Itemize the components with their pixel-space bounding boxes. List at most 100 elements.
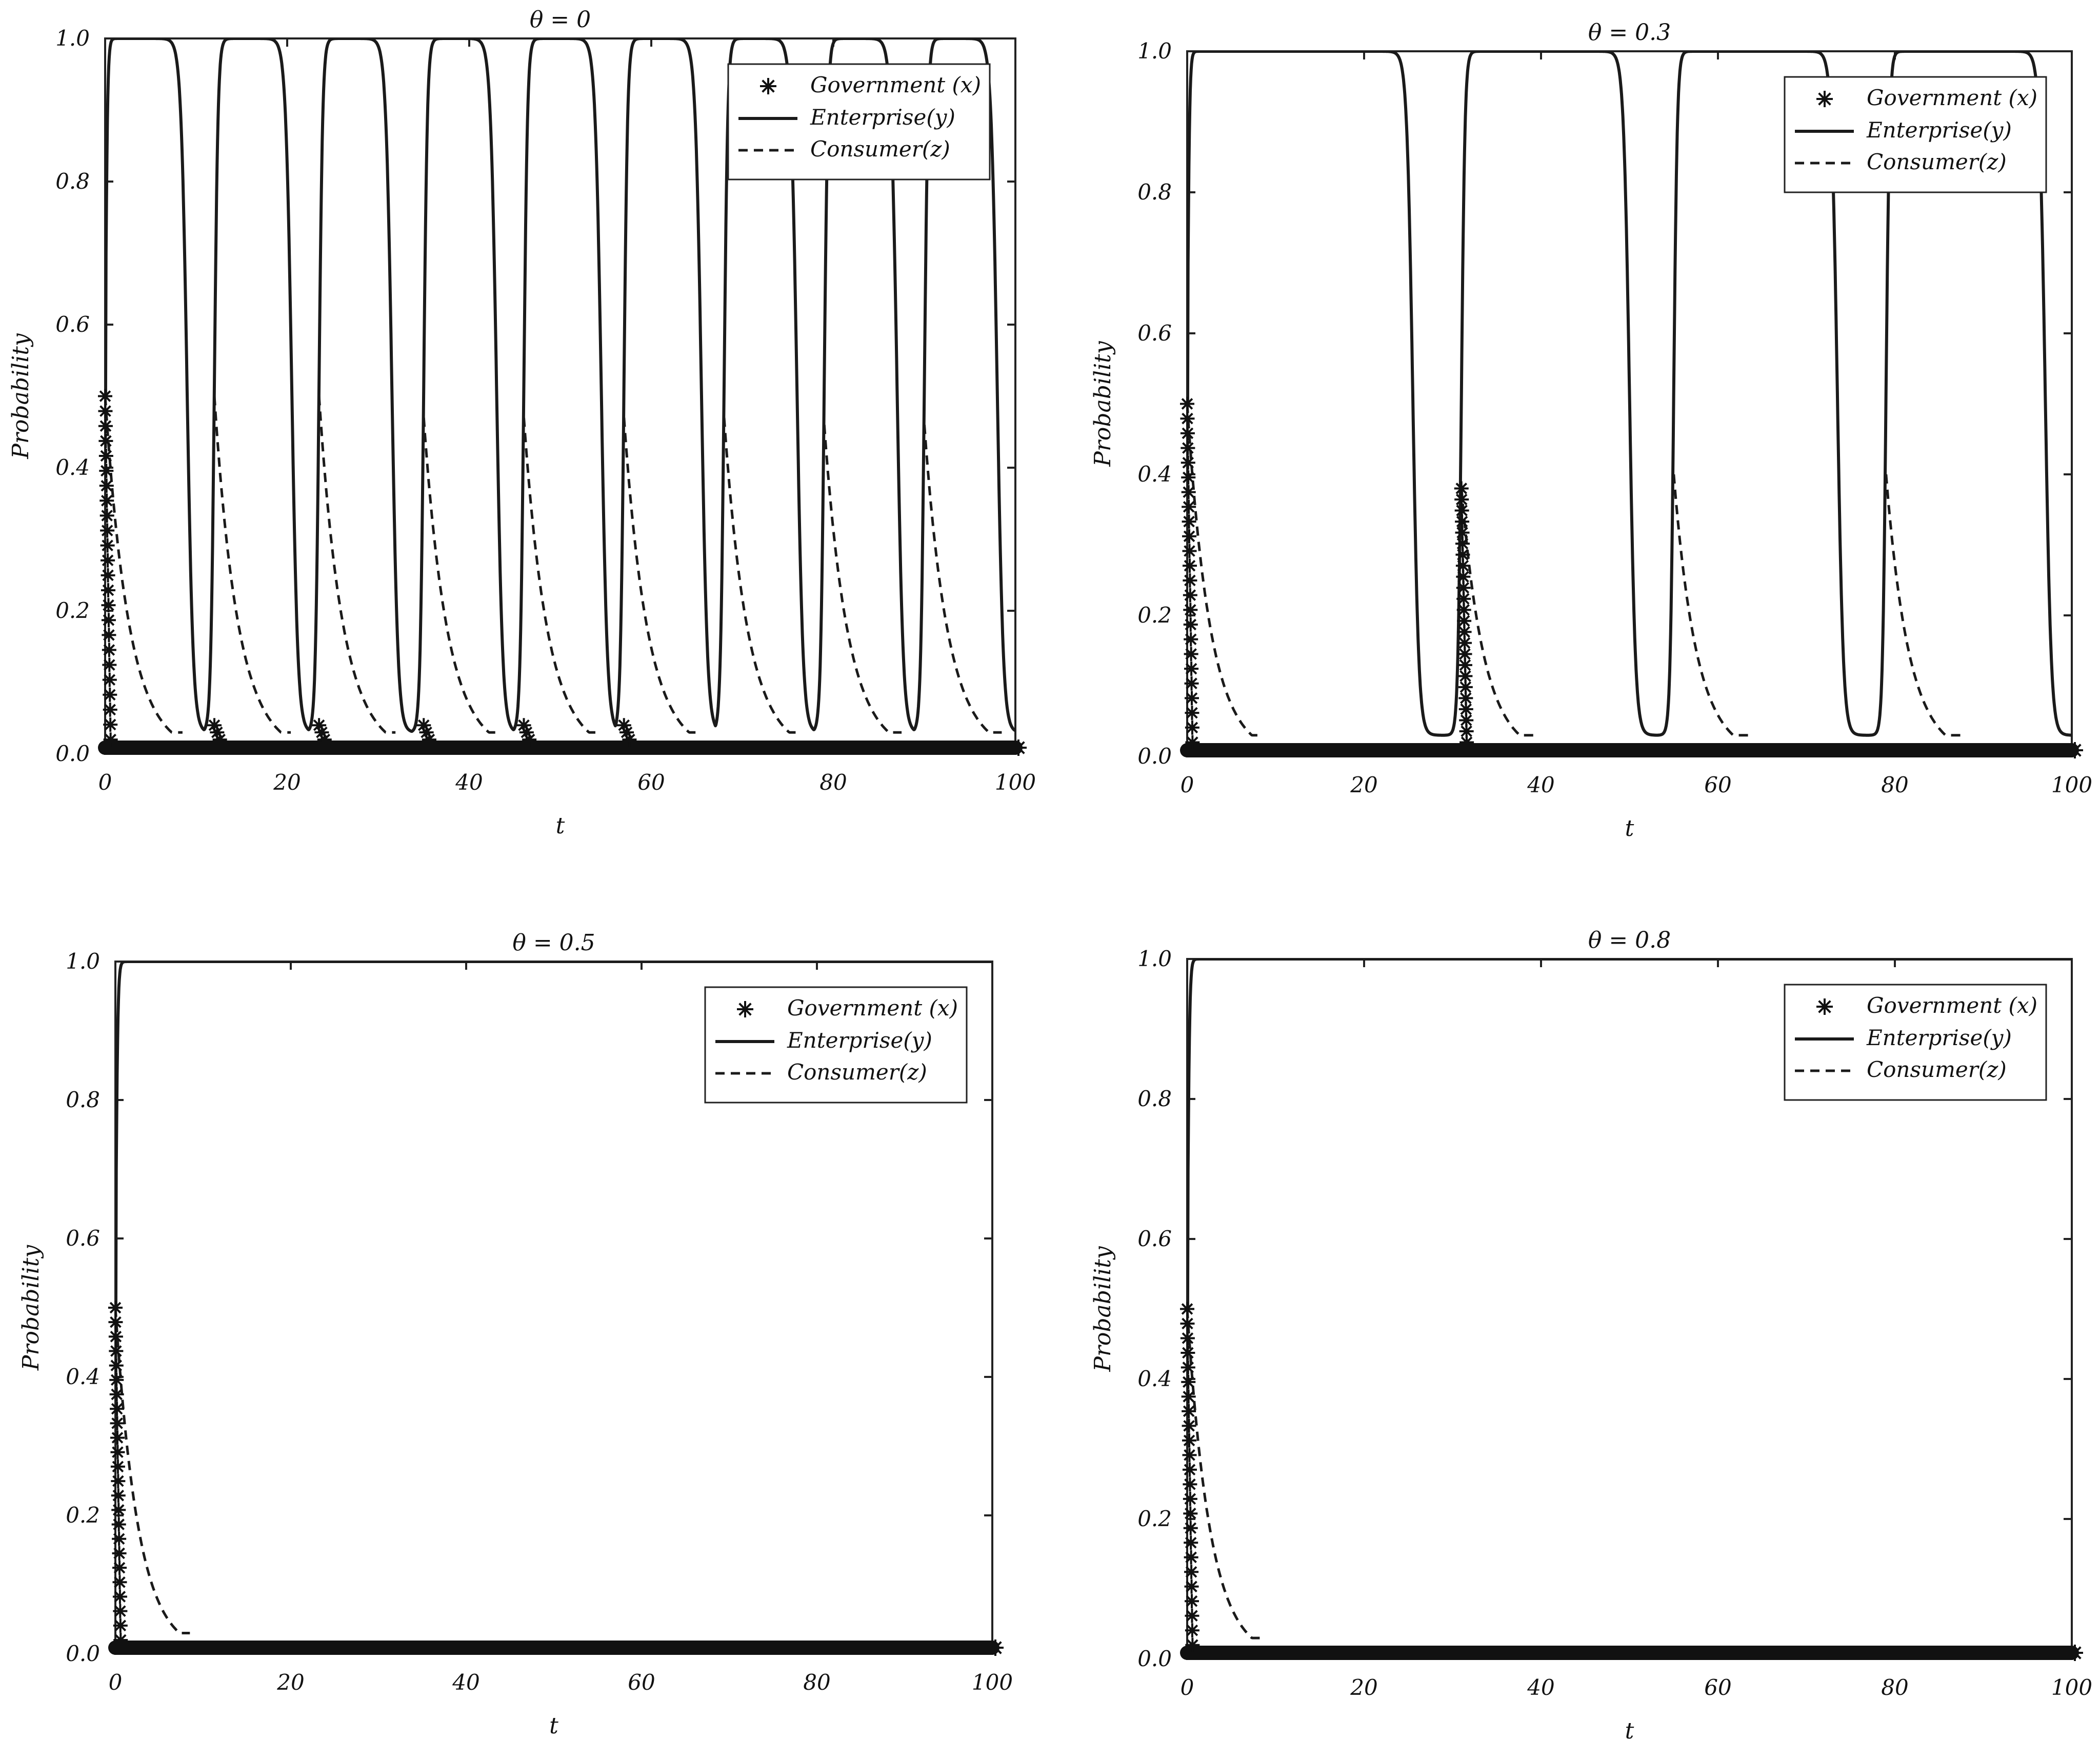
consumer-series-line (1672, 474, 1748, 737)
government-marker (212, 732, 227, 747)
consumer-series-line (1460, 488, 1536, 737)
government-marker (101, 568, 115, 583)
government-marker (108, 1315, 123, 1330)
government-marker (516, 718, 531, 733)
consumer-series-line (105, 396, 183, 734)
legend: Government (x) Enterprise(y) Consumer(z) (1784, 76, 2047, 193)
government-marker (2067, 1645, 2083, 1661)
government-marker (1183, 588, 1197, 603)
legend-enterprise-label: Enterprise(y) (787, 1028, 932, 1053)
panel-title: θ = 0.3 (1588, 19, 1671, 46)
government-marker (1456, 581, 1471, 595)
government-marker (419, 725, 434, 740)
plot-area (1187, 51, 2072, 737)
government-marker (99, 478, 114, 493)
government-marker (108, 1301, 123, 1315)
government-marker (1181, 485, 1196, 499)
y-axis-label: Probability (8, 333, 34, 459)
government-marker (1184, 647, 1198, 662)
y-axis-label: Probability (18, 1245, 44, 1371)
government-marker (1459, 735, 1474, 750)
legend-consumer-label: Consumer(z) (787, 1059, 927, 1085)
y-tick-label: 0.8 (1137, 1086, 1172, 1111)
y-tick-label: 0.6 (55, 312, 90, 337)
government-marker (101, 583, 116, 597)
government-marker (416, 718, 431, 733)
government-marker (1182, 1462, 1197, 1477)
government-marker (1183, 1477, 1197, 1492)
government-marker (1459, 713, 1474, 728)
panel-title: θ = 0.5 (512, 930, 595, 956)
government-marker (207, 718, 222, 733)
y-tick-label: 0.2 (55, 598, 90, 623)
legend-government-marker (760, 78, 776, 94)
y-axis-label: Probability (1090, 341, 1116, 467)
government-marker (112, 1589, 127, 1604)
legend-consumer-label: Consumer(z) (1867, 1057, 2007, 1082)
y-tick-label: 1.0 (55, 26, 90, 51)
government-marker (1182, 1418, 1196, 1433)
government-marker (103, 702, 117, 717)
legend: Government (x) Enterprise(y) Consumer(z) (1784, 984, 2047, 1101)
x-axis-label: t (549, 1713, 558, 1739)
plot-area (115, 962, 992, 1634)
government-marker (99, 464, 114, 478)
x-tick-label: 100 (2051, 772, 2092, 797)
panel-title: θ = 0.8 (1588, 927, 1671, 953)
x-tick-label: 60 (1704, 1675, 1731, 1700)
government-marker (1458, 691, 1473, 706)
government-marker (1185, 706, 1199, 721)
government-marker (1181, 441, 1195, 455)
consumer-series-line (115, 1307, 190, 1634)
government-marker (1181, 1389, 1196, 1404)
government-marker (210, 725, 225, 740)
government-marker (522, 732, 537, 747)
government-marker (1455, 558, 1470, 573)
government-marker (519, 725, 534, 740)
y-axis-label: Probability (1090, 1246, 1116, 1372)
government-marker (112, 1561, 127, 1575)
legend-government-marker (737, 1001, 753, 1017)
x-tick-label: 20 (1350, 772, 1377, 797)
legend-enterprise-label: Enterprise(y) (1866, 1025, 2012, 1050)
y-tick-label: 0.4 (55, 455, 90, 480)
government-marker (110, 1459, 125, 1474)
x-tick-label: 0 (1181, 772, 1194, 797)
government-marker (1454, 492, 1469, 507)
government-marker (1184, 662, 1199, 676)
government-marker (1184, 676, 1199, 691)
y-tick-label: 0.0 (55, 741, 90, 766)
x-tick-label: 80 (1881, 1675, 1908, 1700)
consumer-series-line (1187, 404, 1263, 737)
legend-consumer-label: Consumer(z) (810, 136, 950, 162)
consumer-series-line (1885, 474, 1962, 737)
x-axis-label: t (556, 813, 565, 839)
government-marker (1458, 702, 1473, 716)
government-marker (101, 613, 116, 628)
government-marker (1455, 514, 1470, 529)
government-marker (1182, 1404, 1196, 1418)
government-marker (112, 1531, 127, 1546)
x-tick-label: 20 (1350, 1675, 1377, 1700)
x-tick-label: 0 (109, 1670, 123, 1695)
x-tick-label: 40 (452, 1670, 479, 1695)
government-marker (98, 389, 112, 404)
government-marker (113, 1618, 128, 1633)
government-marker (1455, 536, 1470, 551)
consumer-series-line (623, 417, 701, 734)
government-marker (102, 657, 117, 672)
government-marker (100, 538, 115, 553)
y-tick-label: 0.4 (66, 1364, 100, 1389)
government-marker (1180, 426, 1195, 441)
government-marker (112, 1575, 127, 1590)
government-marker (99, 493, 114, 508)
government-marker (103, 717, 118, 732)
government-marker (1181, 1360, 1195, 1375)
government-marker (1182, 514, 1196, 529)
y-tick-label: 0.8 (66, 1087, 100, 1112)
government-marker (109, 1344, 124, 1358)
government-marker (1181, 455, 1195, 470)
government-marker (102, 628, 116, 643)
government-marker (1455, 525, 1470, 540)
